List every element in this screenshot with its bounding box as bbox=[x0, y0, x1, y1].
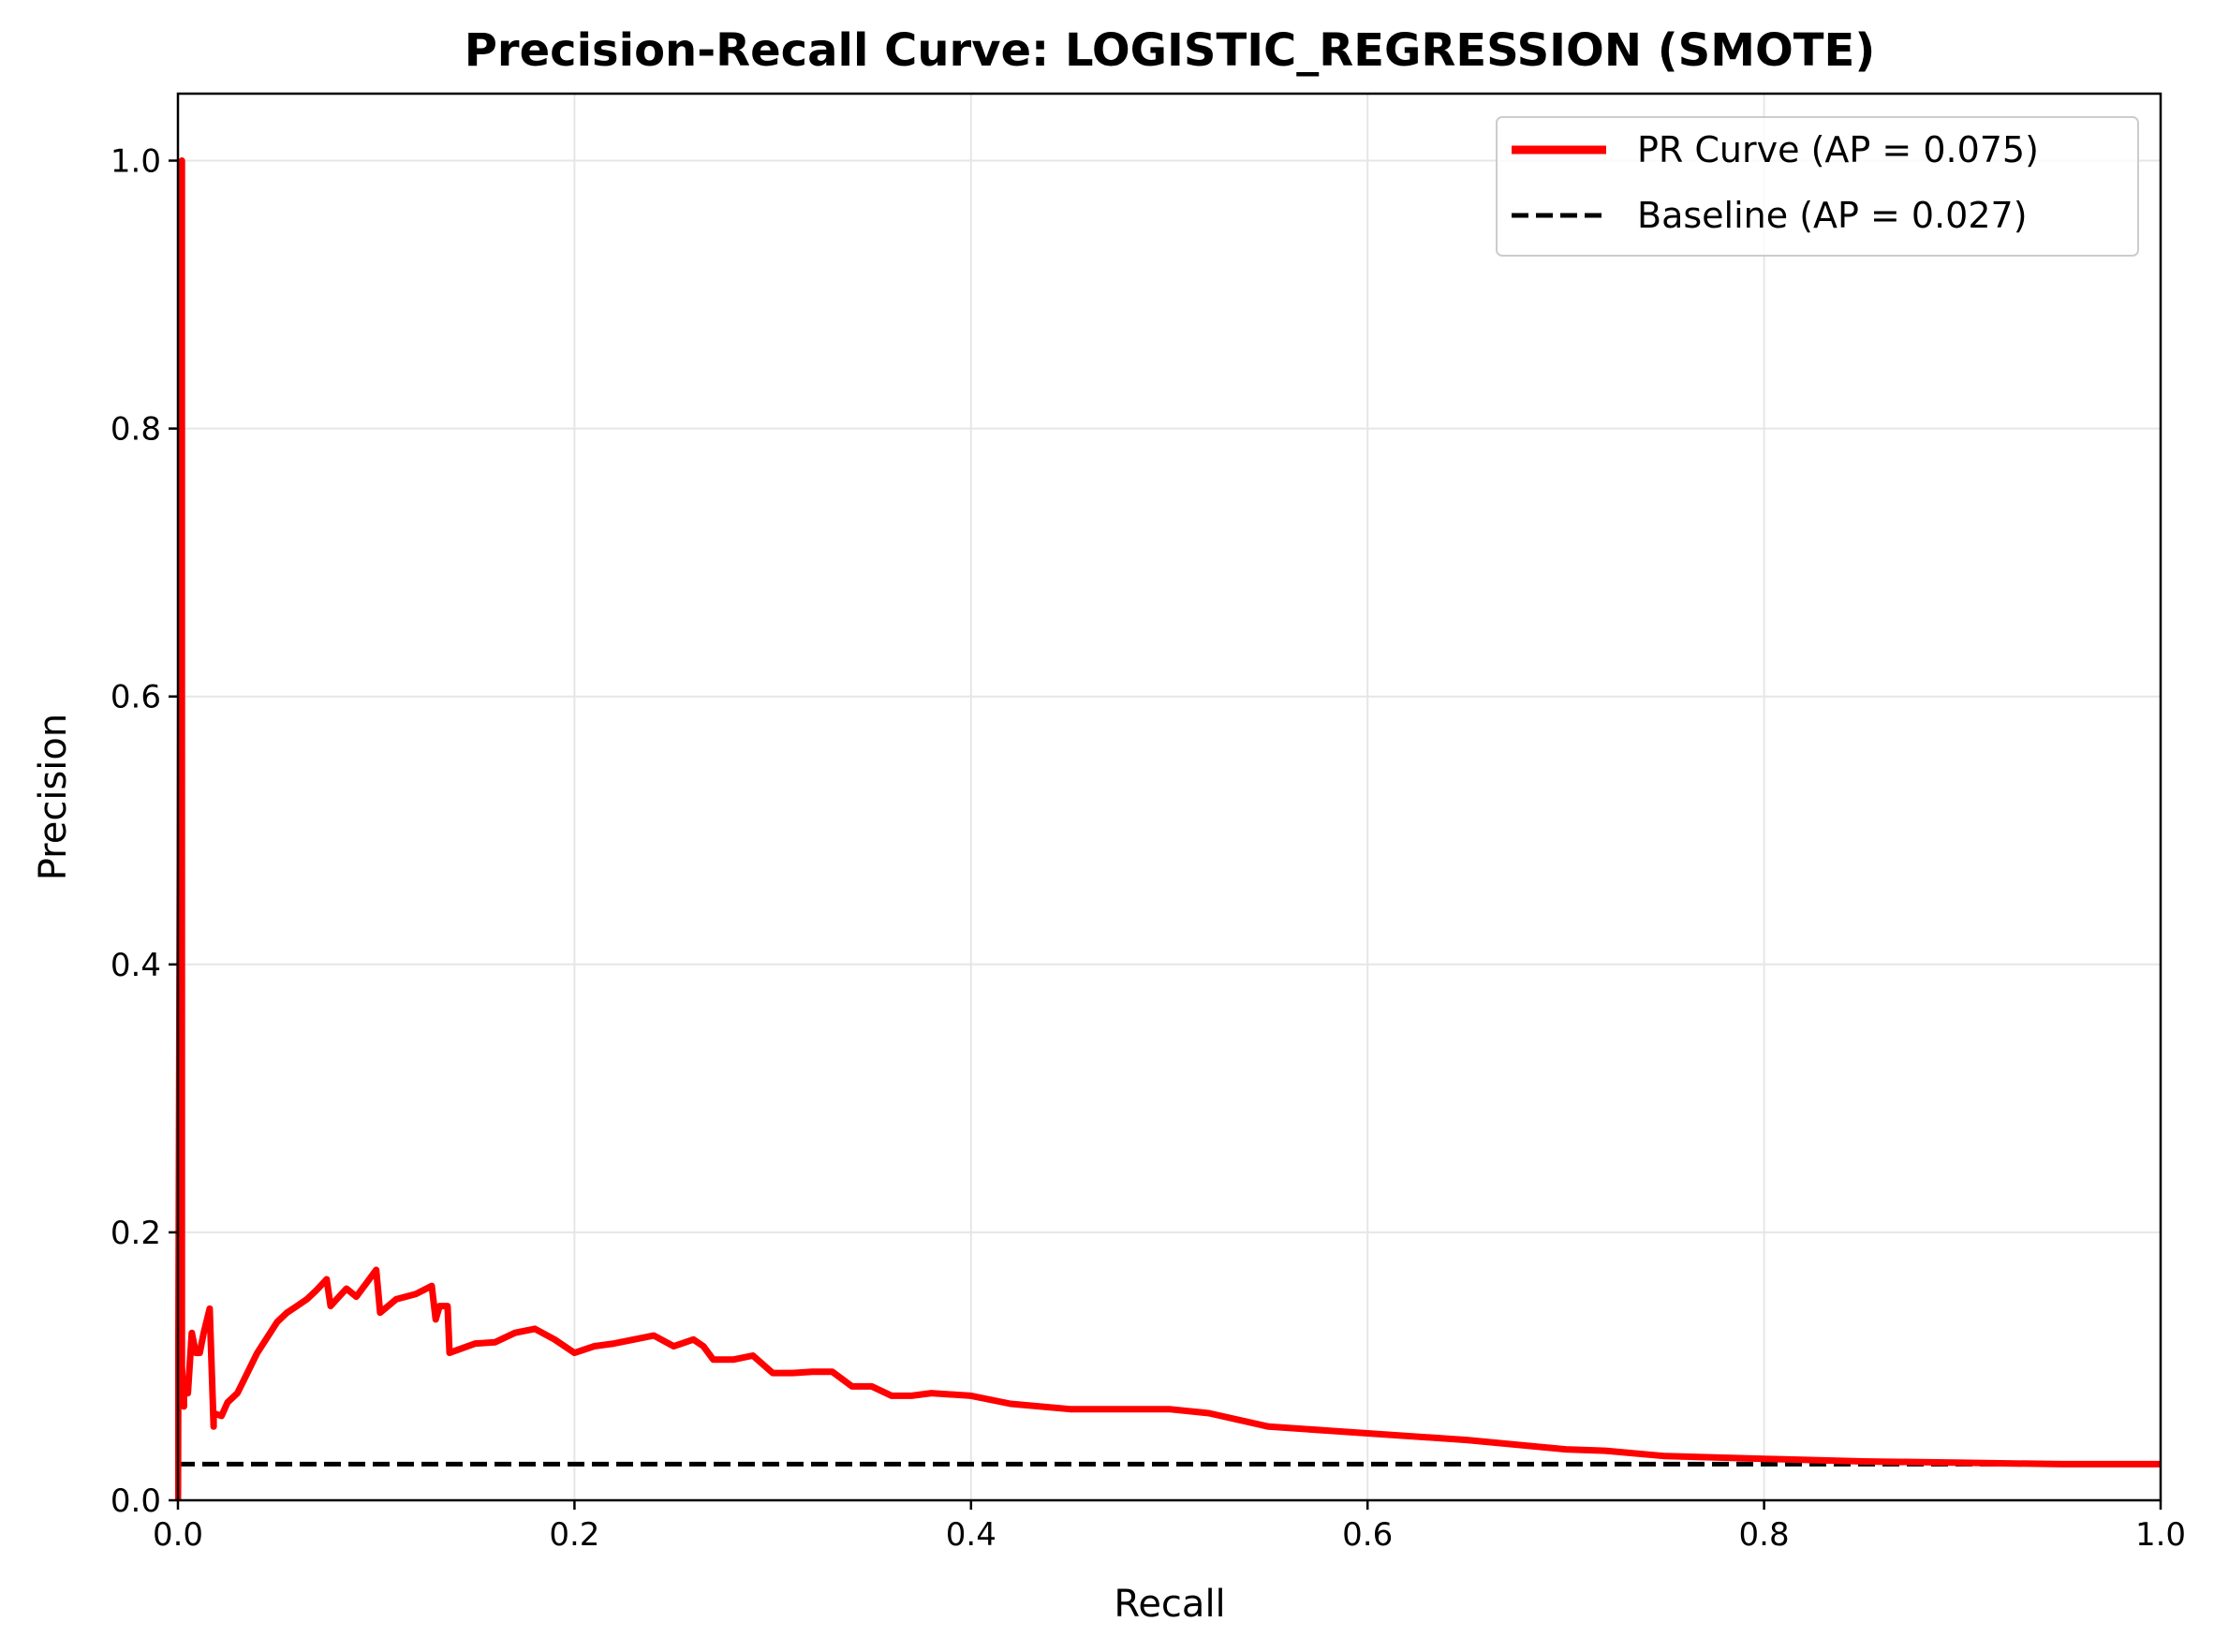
chart-title: Precision-Recall Curve: LOGISTIC_REGRESS… bbox=[465, 24, 1876, 77]
ticks: 0.0 0.2 0.4 0.6 0.8 1.0 0.0 0.2 0.4 0.6 0.8 1.0 bbox=[111, 143, 2186, 1554]
x-tick-label: 0.2 bbox=[549, 1516, 599, 1554]
y-tick-label: 0.4 bbox=[111, 947, 161, 984]
legend-label-baseline: Baseline (AP = 0.027) bbox=[1637, 195, 2028, 236]
y-tick-label: 0.6 bbox=[111, 679, 161, 716]
pr-curve-line bbox=[175, 157, 2161, 1501]
grid bbox=[177, 94, 2162, 1501]
x-tick-label: 0.6 bbox=[1342, 1516, 1393, 1554]
x-tick-label: 1.0 bbox=[2135, 1516, 2186, 1554]
x-axis-label: Recall bbox=[1114, 1583, 1225, 1626]
y-axis-label: Precision bbox=[32, 714, 75, 880]
legend: PR Curve (AP = 0.075) Baseline (AP = 0.0… bbox=[1496, 116, 2139, 257]
y-tick-label: 1.0 bbox=[111, 143, 161, 181]
y-tick-label: 0.0 bbox=[111, 1482, 161, 1520]
x-tick-label: 0.4 bbox=[946, 1516, 996, 1554]
plot-lines bbox=[175, 157, 2161, 1501]
legend-box bbox=[1496, 116, 2139, 257]
plot-frame bbox=[176, 92, 2162, 1502]
x-tick-label: 0.0 bbox=[153, 1516, 203, 1554]
x-tick-label: 0.8 bbox=[1739, 1516, 1790, 1554]
y-tick-label: 0.8 bbox=[111, 411, 161, 449]
y-tick-label: 0.2 bbox=[111, 1215, 161, 1252]
legend-label-pr-curve: PR Curve (AP = 0.075) bbox=[1637, 129, 2039, 170]
